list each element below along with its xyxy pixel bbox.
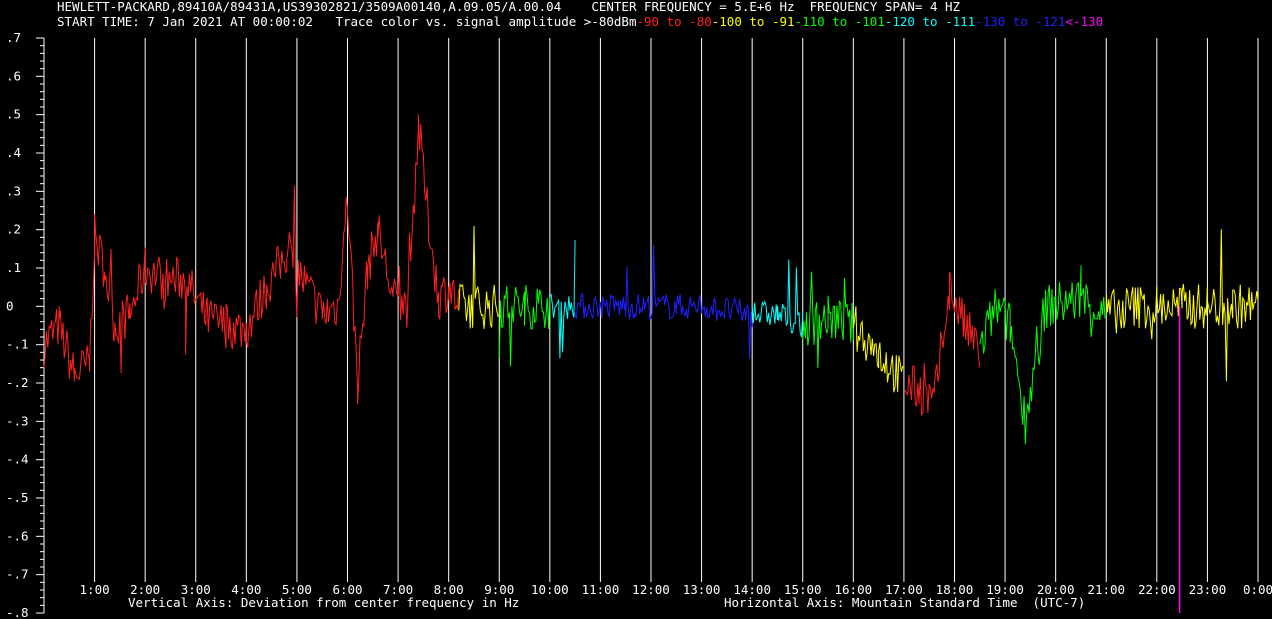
y-tick-label: .1 [6, 260, 21, 275]
x-tick-label: 23:00 [1189, 582, 1227, 597]
legend-entry: -110 to -101 [794, 14, 885, 29]
start-time-legend: START TIME: 7 Jan 2021 AT 00:00:02 Trace… [57, 15, 1103, 29]
y-tick-label: .3 [6, 183, 21, 198]
x-tick-label: 7:00 [383, 582, 413, 597]
trace-segment [458, 225, 500, 329]
instrument-header: HEWLETT-PACKARD,89410A/89431A,US39302821… [57, 0, 961, 14]
y-axis: .7 .6 .5 .4 .3 .2 .1 0 -.1 -.2 -.3 -.4 -.5 -.6 -.7 -.8 [6, 30, 45, 619]
trace-segment [1105, 229, 1259, 382]
x-tick-label: 21:00 [1087, 582, 1125, 597]
trace-segment [751, 259, 804, 338]
trace-segment [903, 271, 981, 417]
x-tick-label: 9:00 [484, 582, 514, 597]
trace-segment [574, 244, 753, 360]
x-tick-label: 10:00 [531, 582, 569, 597]
y-tick-label: .6 [6, 68, 21, 83]
y-tick-label: -.3 [6, 413, 29, 428]
x-axis-caption: Horizontal Axis: Mountain Standard Time … [724, 595, 1086, 610]
amplitude-legend: >-80dBm-90 to -80-100 to -91-110 to -101… [584, 14, 1103, 29]
legend-entry: -100 to -91 [711, 14, 795, 29]
y-tick-label: 0 [6, 298, 14, 313]
y-tick-label: .5 [6, 107, 21, 122]
y-tick-label: -.4 [6, 452, 29, 467]
y-axis-caption: Vertical Axis: Deviation from center fre… [128, 595, 520, 610]
legend-entry: -130 to -121 [975, 14, 1066, 29]
x-tick-labels: 1:00 2:00 3:00 4:00 5:00 6:00 7:00 8:00 9:00 10:0… [80, 582, 1272, 597]
x-tick-label: 18:00 [936, 582, 974, 597]
trace-segment [498, 285, 551, 367]
trace-segment [802, 271, 854, 369]
legend-entry: -90 to -80 [636, 14, 712, 29]
legend-entry: <-130 [1065, 14, 1104, 29]
x-tick-label: 2:00 [130, 582, 160, 597]
x-tick-label: 0:00 [1243, 582, 1272, 597]
y-tick-label: -.5 [6, 490, 29, 505]
x-tick-label: 1:00 [80, 582, 110, 597]
x-tick-label: 13:00 [683, 582, 721, 597]
start-time-text: START TIME: 7 Jan 2021 AT 00:00:02 Trace… [57, 14, 584, 29]
x-tick-label: 16:00 [835, 582, 873, 597]
y-tick-label: -.8 [6, 605, 29, 619]
x-tick-label: 3:00 [181, 582, 211, 597]
x-tick-label: 6:00 [332, 582, 362, 597]
y-tick-label: -.6 [6, 528, 29, 543]
trace-segment [43, 114, 460, 405]
x-tick-label: 15:00 [784, 582, 822, 597]
x-tick-label: 17:00 [885, 582, 923, 597]
x-tick-label: 20:00 [1037, 582, 1075, 597]
y-tick-label: .2 [6, 222, 21, 237]
y-tick-label: .7 [6, 30, 21, 45]
y-tick-label: -.7 [6, 567, 29, 582]
x-tick-label: 4:00 [231, 582, 261, 597]
trace-segment [979, 265, 1107, 445]
trace-segment [852, 306, 904, 393]
x-tick-label: 22:00 [1138, 582, 1176, 597]
y-tick-label: -.2 [6, 375, 29, 390]
x-tick-label: 11:00 [582, 582, 620, 597]
y-tick-label: .4 [6, 145, 21, 160]
trace-segment [549, 239, 576, 359]
legend-entry: >-80dBm [583, 14, 637, 29]
x-tick-label: 12:00 [632, 582, 670, 597]
x-tick-label: 8:00 [434, 582, 464, 597]
y-tick-label: -.1 [6, 337, 29, 352]
x-tick-label: 5:00 [282, 582, 312, 597]
x-tick-label: 19:00 [986, 582, 1024, 597]
signal-trace [43, 114, 1259, 613]
x-tick-label: 14:00 [733, 582, 771, 597]
legend-entry: -120 to -111 [884, 14, 976, 29]
